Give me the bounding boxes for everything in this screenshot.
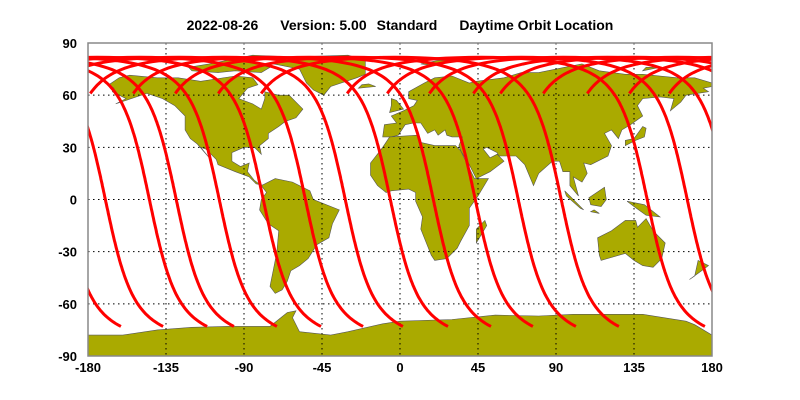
y-tick-label: 30 <box>63 140 77 155</box>
orbit-tracks <box>88 55 800 328</box>
y-axis-ticks: 90 60 30 0 -30 -60 -90 <box>58 36 77 364</box>
orbit-track <box>88 61 235 328</box>
x-tick-label: 180 <box>701 360 723 375</box>
y-tick-label: -90 <box>58 349 77 364</box>
orbit-track <box>88 69 208 328</box>
orbit-track <box>345 55 706 328</box>
x-tick-label: 135 <box>623 360 645 375</box>
orbit-track <box>714 57 800 326</box>
y-tick-label: 0 <box>70 193 77 208</box>
landmass <box>588 186 607 207</box>
y-tick-label: 90 <box>63 36 77 51</box>
y-tick-label: -60 <box>58 297 77 312</box>
chart-title: 2022-08-26 Version: 5.00 Standard Daytime O… <box>187 17 614 33</box>
plot-frame <box>87 42 713 357</box>
landmass <box>273 54 366 96</box>
x-tick-label: -45 <box>313 360 332 375</box>
landmass <box>625 126 647 147</box>
landmass <box>626 200 662 218</box>
landmass <box>641 67 661 72</box>
orbit-track <box>217 55 577 328</box>
orbit-track <box>88 123 164 328</box>
y-tick-label: 60 <box>63 88 77 103</box>
land-layer <box>87 54 713 357</box>
x-axis-ticks: -180 -135 -90 -45 0 45 90 135 180 <box>75 360 723 375</box>
orbit-track <box>757 57 800 326</box>
landmass <box>597 218 666 268</box>
x-tick-label: -135 <box>153 360 179 375</box>
landmass <box>370 134 489 261</box>
x-tick-label: 0 <box>396 360 403 375</box>
x-tick-label: 90 <box>549 360 563 375</box>
landmass <box>382 63 713 197</box>
x-tick-label: 45 <box>471 360 485 375</box>
landmass <box>564 190 584 211</box>
grid-layer <box>88 43 712 356</box>
x-tick-label: -90 <box>235 360 254 375</box>
x-tick-label: -180 <box>75 360 101 375</box>
y-tick-label: -30 <box>58 245 77 260</box>
landmass <box>108 74 304 186</box>
landmass <box>589 209 600 214</box>
landmass <box>357 83 376 89</box>
